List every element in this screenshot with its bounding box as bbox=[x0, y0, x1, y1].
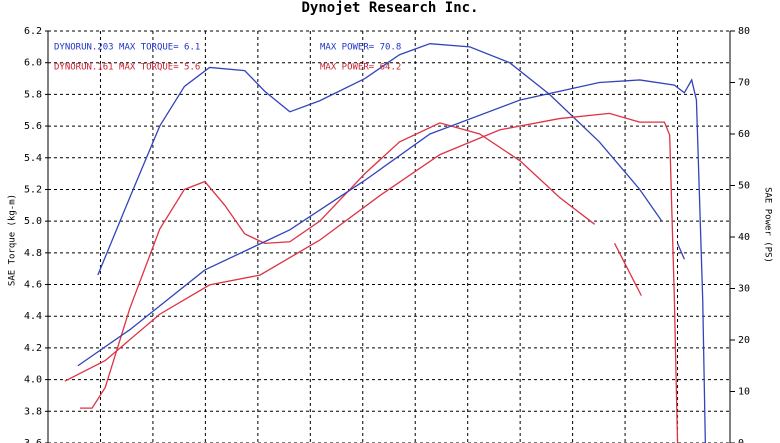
y2-tick-label: 40 bbox=[738, 232, 750, 243]
y2-tick-label: 70 bbox=[738, 78, 750, 89]
y-tick-label: 4.8 bbox=[24, 248, 42, 259]
y2-tick-label: 80 bbox=[738, 26, 750, 37]
y2-tick-label: 60 bbox=[738, 129, 750, 140]
data-line bbox=[77, 78, 706, 443]
chart-title: Dynojet Research Inc. bbox=[301, 0, 478, 16]
y-tick-label: 4.4 bbox=[24, 311, 42, 322]
y2-tick-label: 20 bbox=[738, 335, 750, 346]
annotation: MAX POWER= 64.2 bbox=[320, 63, 401, 73]
y-tick-label: 3.8 bbox=[24, 406, 42, 417]
y2-tick-label: 0 bbox=[738, 438, 744, 443]
data-line bbox=[64, 112, 679, 443]
y-tick-label: 6.0 bbox=[24, 58, 42, 69]
y-tick-label: 4.0 bbox=[24, 375, 42, 386]
y-tick-label: 6.2 bbox=[24, 26, 42, 37]
y-tick-label: 4.2 bbox=[24, 343, 42, 354]
y-tick-label: 3.6 bbox=[24, 438, 42, 443]
y-tick-label: 5.4 bbox=[24, 153, 42, 164]
y-tick-label: 5.6 bbox=[24, 121, 42, 132]
y-tick-label: 5.2 bbox=[24, 184, 42, 195]
annotation: DYNORUN.203 MAX TORQUE= 6.1 bbox=[54, 43, 200, 53]
y-tick-label: 5.0 bbox=[24, 216, 42, 227]
y2-tick-label: 50 bbox=[738, 181, 750, 192]
data-line bbox=[80, 122, 642, 409]
y-axis-label: SAE Torque (kg-m) bbox=[8, 194, 18, 286]
y-tick-label: 4.6 bbox=[24, 280, 42, 291]
data-line bbox=[97, 43, 685, 276]
y2-tick-label: 10 bbox=[738, 387, 750, 398]
annotation: MAX POWER= 70.8 bbox=[320, 43, 401, 53]
y-tick-label: 5.8 bbox=[24, 89, 42, 100]
y2-tick-label: 30 bbox=[738, 284, 750, 295]
annotation: DYNORUN.161 MAX TORQUE= 5.6 bbox=[54, 63, 200, 73]
y2-axis-label: SAE Power (PS) bbox=[763, 187, 773, 263]
